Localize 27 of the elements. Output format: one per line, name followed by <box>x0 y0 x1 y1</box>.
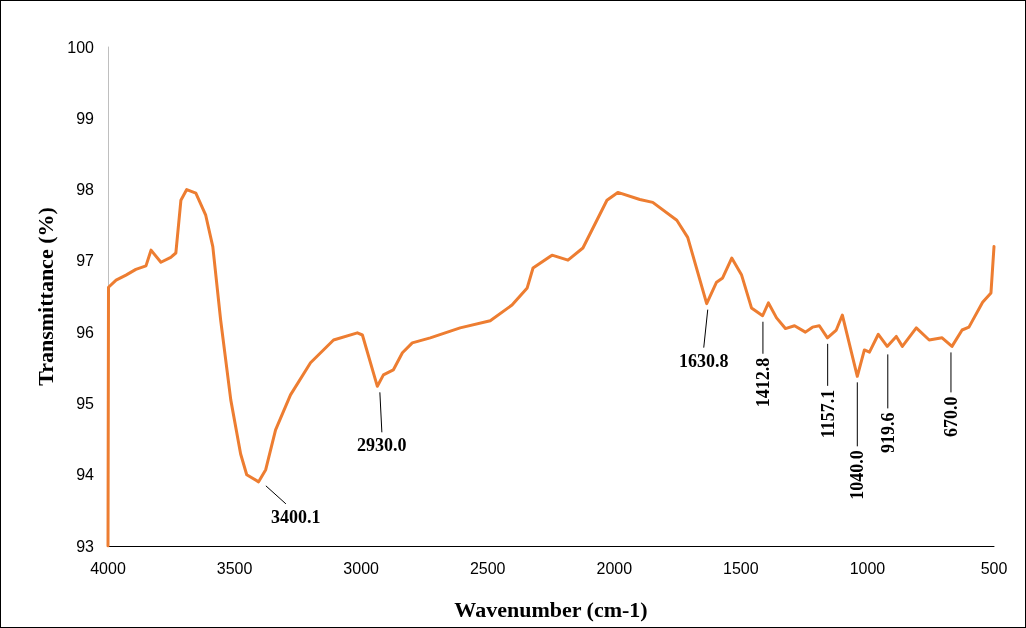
y-tick-label: 95 <box>76 394 95 412</box>
y-tick-label: 96 <box>76 323 95 341</box>
annotation: 2930.0 <box>357 435 407 456</box>
y-axis-title: Transmittance (%) <box>32 207 58 386</box>
y-tick-label: 98 <box>76 181 95 199</box>
y-tick-label: 100 <box>67 38 95 56</box>
x-tick-label: 3000 <box>343 559 380 577</box>
y-tick-label: 94 <box>76 466 95 484</box>
x-axis-title: Wavenumber (cm-1) <box>454 596 648 622</box>
x-tick-label: 3500 <box>216 559 253 577</box>
x-tick-label: 1500 <box>723 559 759 577</box>
x-tick-label: 2500 <box>469 559 506 577</box>
x-tick-label: 500 <box>980 559 1008 577</box>
y-tick-label: 97 <box>76 252 95 270</box>
annotation: 670.0 <box>940 396 961 437</box>
annotation: 1157.1 <box>817 389 838 439</box>
x-tick-label: 2000 <box>596 559 633 577</box>
annotation: 1630.8 <box>679 350 729 371</box>
annotation: 1040.0 <box>847 450 868 500</box>
annotation: 1412.8 <box>752 357 773 408</box>
y-tick-label: 99 <box>76 109 95 127</box>
annotation: 919.6 <box>877 412 898 453</box>
y-tick-label: 93 <box>76 537 95 555</box>
line-series <box>106 188 996 548</box>
x-tick-label: 4000 <box>90 559 126 577</box>
annotation: 3400.1 <box>271 506 321 527</box>
x-tick-label: 1000 <box>849 559 886 577</box>
